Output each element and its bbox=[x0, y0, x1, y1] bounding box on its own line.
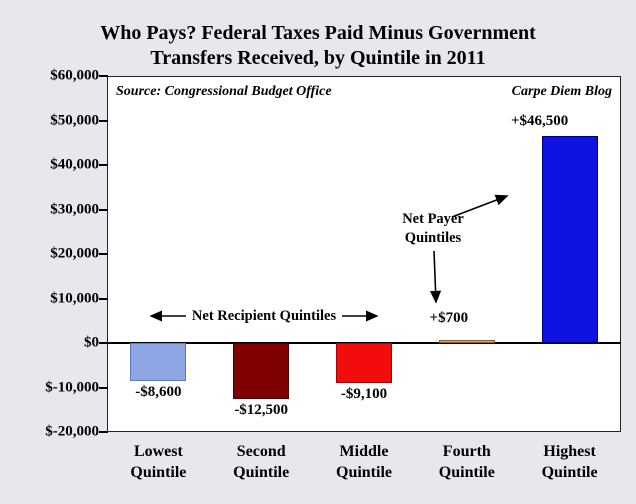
y-tick-mark bbox=[99, 253, 108, 255]
x-axis-category-line: Lowest bbox=[133, 443, 183, 460]
x-axis-category-label: Fourth Quintile bbox=[439, 441, 495, 483]
x-axis-category-line: Middle bbox=[339, 443, 389, 460]
x-axis-category-label: Middle Quintile bbox=[336, 441, 392, 483]
y-tick-label: $20,000 bbox=[50, 245, 99, 262]
chart-title-line1: Who Pays? Federal Taxes Paid Minus Gover… bbox=[100, 22, 536, 44]
chart-title: Who Pays? Federal Taxes Paid Minus Gover… bbox=[0, 21, 636, 71]
x-axis-category-label: Lowest Quintile bbox=[130, 441, 186, 483]
y-tick-label: $-20,000 bbox=[45, 423, 99, 440]
y-tick-mark bbox=[99, 431, 108, 433]
x-axis-category-line: Quintile bbox=[335, 464, 393, 481]
bar-value-label: +$700 bbox=[429, 309, 469, 326]
x-axis-category-line: Quintile bbox=[130, 464, 187, 481]
net-payer-label-line2: Quintiles bbox=[404, 230, 462, 246]
bar bbox=[438, 339, 495, 343]
x-axis-category-line: Quintile bbox=[438, 464, 495, 481]
net-payer-label-line1: Net Payer bbox=[402, 211, 464, 227]
y-tick-mark bbox=[99, 342, 108, 344]
bar bbox=[541, 136, 598, 343]
y-tick-label: $40,000 bbox=[50, 156, 99, 173]
y-tick-mark bbox=[99, 75, 108, 77]
net-payer-label: Net Payer Quintiles bbox=[402, 210, 464, 248]
y-tick-mark bbox=[99, 386, 108, 389]
x-axis-category-line: Second bbox=[236, 443, 286, 460]
y-tick-label: $30,000 bbox=[50, 201, 99, 217]
bar bbox=[233, 343, 290, 399]
x-axis-category-label: Highest Quintile bbox=[542, 441, 598, 483]
x-axis-category-line: Quintile bbox=[233, 464, 290, 481]
y-tick-label: $50,000 bbox=[50, 112, 99, 128]
y-tick-mark bbox=[99, 119, 108, 122]
bar-value-label: -$9,100 bbox=[340, 386, 388, 403]
y-tick-label: $-10,000 bbox=[45, 379, 99, 395]
x-axis-category-line: Fourth bbox=[442, 443, 491, 460]
source-note: Source: Congressional Budget Office bbox=[116, 84, 332, 99]
x-axis-category-line: Highest bbox=[543, 443, 596, 460]
y-tick-mark bbox=[99, 208, 108, 211]
y-tick-mark bbox=[99, 297, 108, 300]
blog-credit: Carpe Diem Blog bbox=[511, 84, 612, 99]
y-tick-mark bbox=[99, 164, 108, 166]
x-axis-category-label: Second Quintile bbox=[233, 441, 289, 483]
bar-value-label: +$46,500 bbox=[510, 113, 569, 130]
x-axis-category-line: Quintile bbox=[541, 464, 598, 481]
bar bbox=[130, 343, 187, 382]
y-tick-label: $0 bbox=[84, 334, 99, 351]
y-tick-label: $10,000 bbox=[50, 290, 99, 306]
bar-value-label: -$12,500 bbox=[234, 401, 289, 418]
net-recipient-label: Net Recipient Quintiles bbox=[191, 308, 337, 324]
y-tick-label: $60,000 bbox=[50, 67, 99, 84]
chart-title-line2: Transfers Received, by Quintile in 2011 bbox=[150, 47, 486, 69]
bar bbox=[336, 343, 392, 384]
bar-value-label: -$8,600 bbox=[135, 384, 182, 401]
